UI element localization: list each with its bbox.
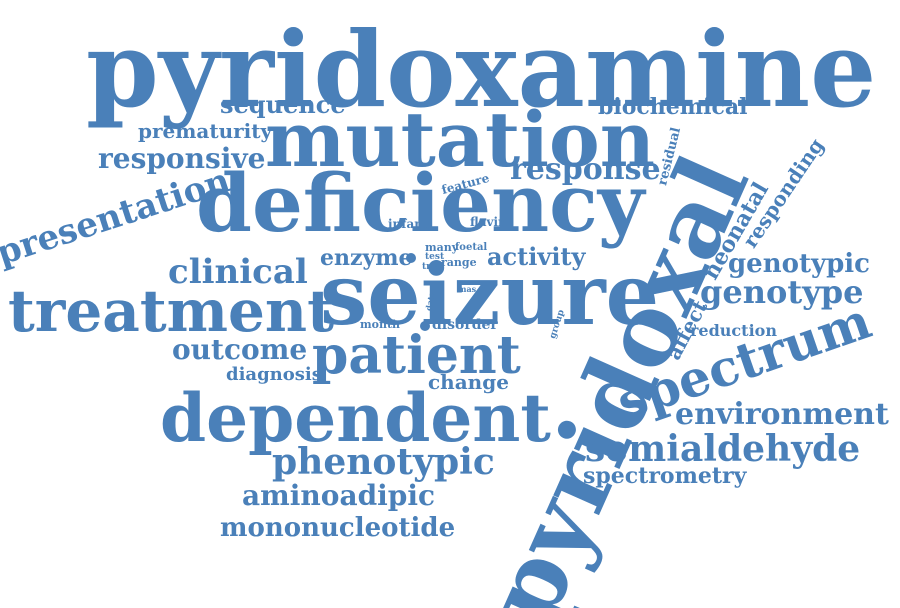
word-infant: infant bbox=[388, 217, 429, 231]
word-prematurity: prematurity bbox=[138, 119, 273, 143]
word-semialdehyde: semialdehyde bbox=[585, 428, 861, 470]
word-biochemical: biochemical bbox=[598, 94, 748, 120]
word-response: response bbox=[510, 152, 661, 187]
word-responsive: responsive bbox=[98, 142, 266, 175]
word-foetal: foetal bbox=[455, 242, 488, 253]
bullet-dot-disorder bbox=[420, 321, 430, 331]
bullet-dot-enzyme bbox=[406, 253, 416, 263]
word-genotypic: genotypic bbox=[728, 249, 870, 279]
word-mononucleotide: mononucleotide bbox=[220, 513, 456, 543]
word-seizure: seizure bbox=[320, 245, 660, 344]
word-range: range bbox=[441, 256, 477, 269]
word-many: many bbox=[425, 241, 459, 254]
word-activity: activity bbox=[487, 242, 586, 271]
word-spectrometry: spectrometry bbox=[583, 463, 747, 489]
word-sequence: sequence bbox=[220, 90, 346, 119]
word-treatment: treatment bbox=[8, 277, 334, 345]
word-reduction: reduction bbox=[690, 321, 777, 340]
word-clinical: clinical bbox=[168, 252, 308, 292]
word-phenotypic: phenotypic bbox=[272, 441, 495, 483]
word-test: test bbox=[425, 252, 445, 262]
word-trial: trial bbox=[422, 262, 444, 272]
word-enzyme: enzyme bbox=[320, 245, 413, 271]
word-mutation: mutation bbox=[265, 95, 655, 184]
word-change: change bbox=[428, 370, 509, 394]
word-month: month bbox=[360, 318, 401, 331]
word-flavin: flavin bbox=[470, 215, 507, 229]
word-pyridoxamine: pyridoxamine bbox=[86, 8, 877, 131]
word-deficiency: deficiency bbox=[196, 156, 645, 250]
word-genotype: genotype bbox=[700, 273, 864, 311]
word-disorder: disorder bbox=[432, 317, 498, 333]
word-dependent: dependent bbox=[160, 379, 551, 457]
word-diagnosis: diagnosis bbox=[226, 364, 322, 385]
word-aminoadipic: aminoadipic bbox=[242, 479, 436, 512]
word-environment: environment bbox=[675, 397, 889, 432]
word-outcome: outcome bbox=[172, 333, 308, 366]
word-mas: mas bbox=[458, 284, 477, 294]
word-patient: patient bbox=[312, 325, 521, 386]
